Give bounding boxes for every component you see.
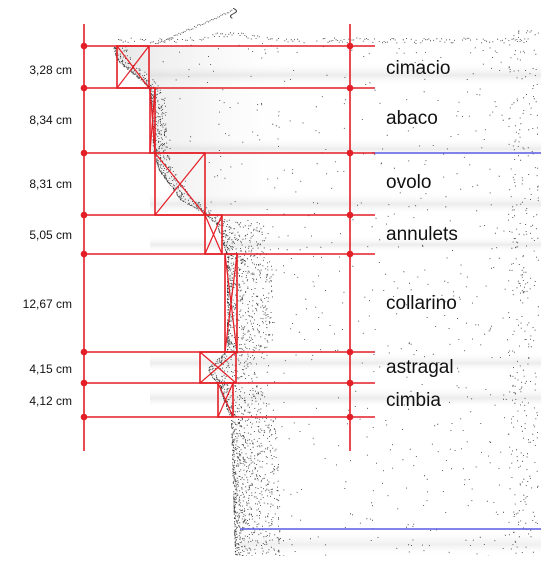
column-shading [114,46,541,556]
section-band-1 [150,138,541,158]
measurement-labels: 3,28 cm 8,34 cm 8,31 cm 5,05 cm 12,67 cm… [23,63,72,408]
box-abaco-frame [149,87,156,154]
guide-node-right-4 [346,250,354,258]
guide-node-right-0 [346,42,354,50]
molding-label-ovolo: ovolo [386,172,431,193]
molding-label-cimacio: cimacio [386,58,450,79]
section-band-5 [150,386,541,408]
section-band-3 [150,236,541,252]
measurement-value-collarino: 12,67 cm [23,297,72,311]
box-cimbia-frame [217,382,234,418]
box-ovolo-frame [154,152,206,216]
module-boxes [116,45,238,418]
molding-label-collarino: collarino [386,293,457,314]
guide-node-right-1 [346,84,354,92]
box-astragal-diagonal-b [199,351,237,384]
box-collarino-diagonal-b [224,253,238,353]
section-band-2 [150,192,541,214]
molding-label-annulets: annulets [386,224,458,245]
measurement-value-cimbia: 4,12 cm [29,394,72,408]
guide-node-left-1 [80,84,88,92]
box-cimacio-frame [116,45,150,89]
guide-node-right-2 [346,149,354,157]
box-abaco-diagonal-b [149,87,156,154]
guide-node-right-7 [346,413,354,421]
guide-node-left-5 [80,348,88,356]
measurement-value-abaco: 8,34 cm [29,113,72,127]
section-band-0 [150,62,541,86]
box-cimacio [116,45,150,89]
guide-node-left-6 [80,379,88,387]
box-ovolo [154,152,206,216]
guide-node-left-3 [80,211,88,219]
guide-node-right-5 [346,348,354,356]
section-band-4 [150,352,541,372]
molding-label-abaco: abaco [386,108,438,129]
measurement-value-astragal: 4,15 cm [29,362,72,376]
guide-node-right-6 [346,379,354,387]
box-annulets [204,214,223,255]
box-annulets-frame [204,214,223,255]
box-cimbia [217,382,234,418]
molding-label-cimbia: cimbia [386,390,441,411]
guide-node-right-3 [346,211,354,219]
column-body-shade [114,46,300,556]
box-annulets-diagonal-b [204,214,223,255]
guide-node-left-2 [80,149,88,157]
molding-label-astragal: astragal [386,357,454,378]
measurement-value-cimacio: 3,28 cm [29,63,72,77]
measurement-value-ovolo: 8,31 cm [29,177,72,191]
molding-labels: cimacio abaco ovolo annulets collarino a… [386,58,458,411]
box-cimacio-diagonal-b [116,45,150,89]
box-abaco [149,87,156,154]
measurement-value-annulets: 5,05 cm [29,228,72,242]
box-cimbia-diagonal-b [217,382,234,418]
guide-node-left-4 [80,250,88,258]
guide-node-left-0 [80,42,88,50]
box-ovolo-diagonal-b [154,152,206,216]
guide-node-left-7 [80,413,88,421]
base-band [240,530,541,556]
